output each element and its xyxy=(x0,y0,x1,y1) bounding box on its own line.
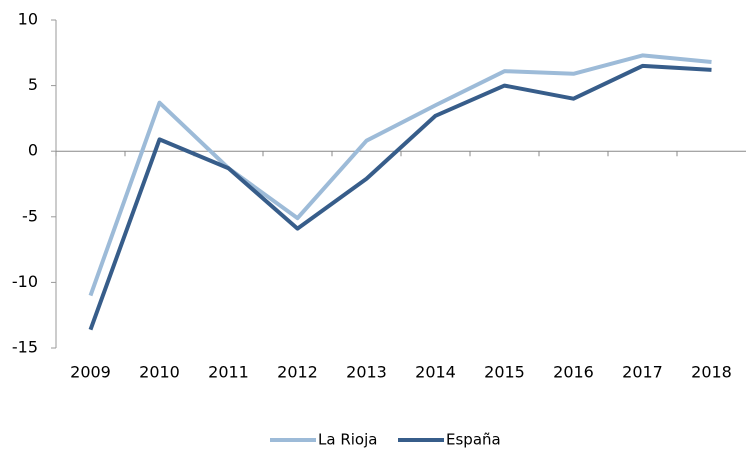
legend-label: España xyxy=(446,431,501,449)
x-tick-label: 2017 xyxy=(622,363,663,382)
y-tick-label: 5 xyxy=(28,75,38,94)
x-tick-label: 2011 xyxy=(208,363,249,382)
x-tick-label: 2015 xyxy=(484,363,525,382)
y-tick-label: -5 xyxy=(22,206,38,225)
x-tick-label: 2018 xyxy=(691,363,732,382)
line-series xyxy=(88,53,712,297)
x-tick-label: 2012 xyxy=(277,363,318,382)
y-tick-label: 10 xyxy=(18,10,38,29)
x-tick-label: 2010 xyxy=(139,363,180,382)
x-tick-label: 2014 xyxy=(415,363,456,382)
x-tick-label: 2009 xyxy=(70,363,111,382)
legend-label: La Rioja xyxy=(318,431,377,449)
x-tick-label: 2013 xyxy=(346,363,387,382)
y-tick-label: -15 xyxy=(12,338,38,357)
y-tick-label: 0 xyxy=(28,141,38,160)
line-series xyxy=(88,63,712,331)
x-tick-label: 2016 xyxy=(553,363,594,382)
y-tick-label: -10 xyxy=(12,272,38,291)
